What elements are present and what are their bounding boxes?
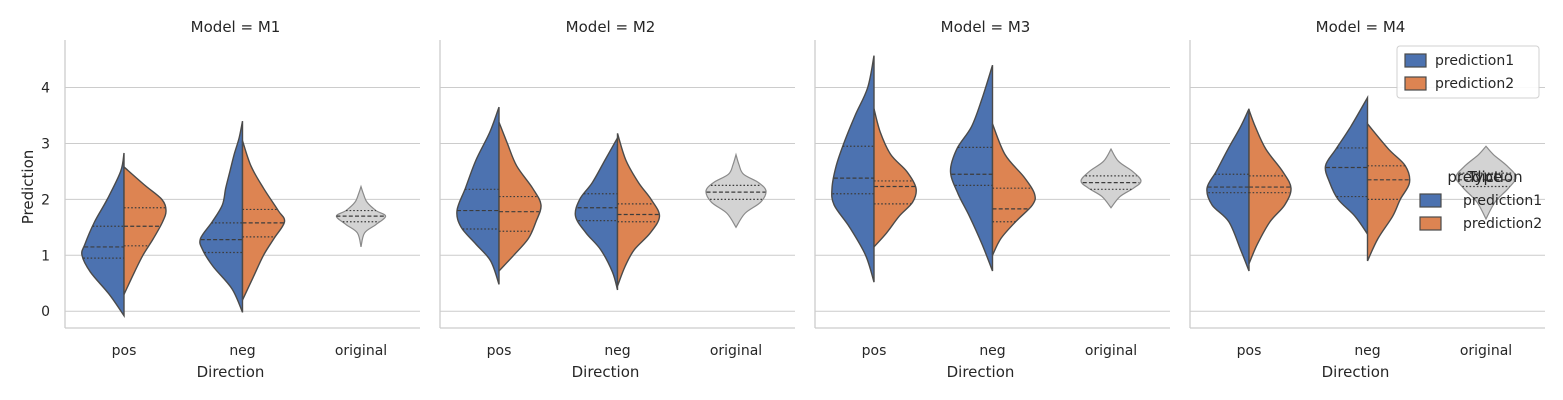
x-tick-label: neg <box>229 343 255 359</box>
violin-half-prediction1 <box>1206 108 1250 272</box>
violin-group-original <box>1080 147 1142 209</box>
violin-half-prediction2 <box>616 133 661 287</box>
violin-half-prediction1 <box>574 135 619 291</box>
x-axis-label: Direction <box>572 363 640 381</box>
violin-group-pos <box>831 55 917 283</box>
violin-half-prediction1 <box>456 106 500 285</box>
violin-half-prediction2 <box>873 108 917 249</box>
violin-half-prediction2 <box>498 121 542 273</box>
legend-label-prediction1: prediction1 <box>1435 53 1514 69</box>
violin-group-pos <box>456 106 542 285</box>
legend-swatch-prediction1 <box>1404 53 1427 68</box>
x-tick-label: original <box>335 343 387 359</box>
x-axis-label: Direction <box>947 363 1015 381</box>
x-tick-label: original <box>1460 343 1512 359</box>
x-tick-label: pos <box>862 343 887 359</box>
legend-title: Type <box>1467 168 1502 186</box>
legend-inner: prediction1 prediction2 <box>1396 45 1540 99</box>
facet-title: Model = M1 <box>191 18 281 36</box>
legend-label-prediction2: prediction2 <box>1435 76 1514 92</box>
violin-group-pos <box>81 152 167 318</box>
violin-group-original <box>335 184 387 248</box>
violin-group-neg <box>949 64 1036 272</box>
violin-half-prediction2 <box>1366 121 1411 262</box>
y-axis-label: Prediction <box>19 150 37 225</box>
y-tick-label: 1 <box>41 248 50 264</box>
legend-label-prediction1: prediction1 <box>1463 193 1542 209</box>
facet-title: Model = M4 <box>1316 18 1406 36</box>
legend-swatch-prediction2 <box>1404 76 1427 91</box>
facet-title: Model = M2 <box>566 18 656 36</box>
legend-swatch-prediction2 <box>1419 216 1442 231</box>
violin-half-prediction2 <box>241 140 286 301</box>
legend-title-overlap: prediction <box>1447 168 1522 186</box>
violin-original <box>1080 147 1142 209</box>
facet-title: Model = M3 <box>941 18 1031 36</box>
y-tick-label: 0 <box>41 304 50 320</box>
legend-frame <box>1396 45 1540 99</box>
violin-group-original <box>1455 145 1517 221</box>
violin-group-neg <box>1324 94 1411 262</box>
x-tick-label: neg <box>1354 343 1380 359</box>
y-tick-label: 4 <box>41 81 50 97</box>
violin-original <box>705 152 767 229</box>
x-axis-label: Direction <box>1322 363 1390 381</box>
facet-panel-m4: Model = M4 pos neg original Direction <box>1189 18 1545 381</box>
violin-original <box>335 184 387 248</box>
facet-panel-m1: Model = M1 pos neg original Direction <box>64 18 420 381</box>
violin-half-prediction2 <box>123 165 167 295</box>
violin-half-prediction1 <box>831 55 875 283</box>
y-tick-label: 2 <box>41 192 50 208</box>
x-axis-label: Direction <box>197 363 265 381</box>
y-tick-label: 3 <box>41 136 50 152</box>
x-tick-label: original <box>1085 343 1137 359</box>
legend-label-prediction2: prediction2 <box>1463 216 1542 232</box>
violin-half-prediction1 <box>1324 94 1369 237</box>
facet-panel-m3: Model = M3 pos neg original Direction <box>814 18 1170 381</box>
violin-half-prediction1 <box>949 64 994 272</box>
violin-group-original <box>705 152 767 229</box>
x-tick-label: pos <box>1237 343 1262 359</box>
violin-group-neg <box>574 133 661 291</box>
violin-half-prediction1 <box>199 120 244 313</box>
violin-half-prediction2 <box>991 123 1036 256</box>
facet-panel-m2: Model = M2 pos neg original Direction <box>439 18 795 381</box>
violin-group-pos <box>1206 108 1292 272</box>
violin-group-neg <box>199 120 286 313</box>
x-tick-label: pos <box>487 343 512 359</box>
x-tick-label: original <box>710 343 762 359</box>
legend-swatch-prediction1 <box>1419 193 1442 208</box>
x-tick-label: neg <box>604 343 630 359</box>
x-tick-label: pos <box>112 343 137 359</box>
violin-original <box>1455 145 1517 221</box>
violin-half-prediction1 <box>81 152 125 318</box>
x-tick-label: neg <box>979 343 1005 359</box>
